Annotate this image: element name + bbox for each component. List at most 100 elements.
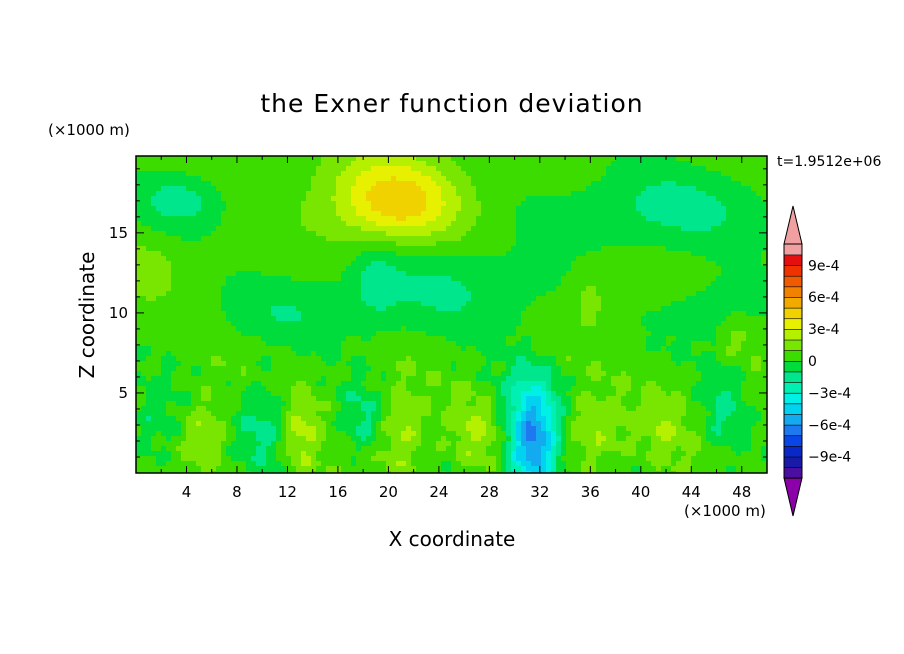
field-cell <box>741 261 747 267</box>
field-cell <box>436 271 442 277</box>
field-cell <box>706 336 712 342</box>
field-cell <box>731 301 737 307</box>
field-cell <box>366 221 372 227</box>
field-cell <box>326 196 332 202</box>
field-cell <box>141 226 147 232</box>
field-cell <box>511 196 517 202</box>
field-cell <box>526 276 532 282</box>
field-cell <box>686 176 692 182</box>
field-cell <box>566 206 572 212</box>
field-cell <box>156 321 162 327</box>
field-cell <box>681 346 687 352</box>
field-cell <box>686 181 692 187</box>
field-cell <box>721 301 727 307</box>
field-cell <box>701 271 707 277</box>
field-cell <box>611 201 617 207</box>
field-cell <box>316 226 322 232</box>
field-cell <box>681 186 687 192</box>
field-cell <box>671 181 677 187</box>
field-cell <box>386 181 392 187</box>
field-cell <box>746 326 752 332</box>
field-cell <box>351 276 357 282</box>
field-cell <box>196 261 202 267</box>
field-cell <box>711 156 717 162</box>
field-cell <box>351 336 357 342</box>
field-cell <box>616 316 622 322</box>
field-cell <box>451 296 457 302</box>
field-cell <box>601 176 607 182</box>
field-cell <box>541 291 547 297</box>
field-cell <box>381 206 387 212</box>
field-cell <box>576 231 582 237</box>
field-cell <box>711 206 717 212</box>
field-cell <box>701 316 707 322</box>
field-cell <box>696 171 702 177</box>
field-cell <box>676 236 682 242</box>
field-cell <box>666 276 672 282</box>
field-cell <box>681 226 687 232</box>
field-cell <box>141 266 147 272</box>
field-cell <box>386 216 392 222</box>
field-cell <box>456 191 462 197</box>
field-cell <box>181 236 187 242</box>
field-cell <box>531 171 537 177</box>
field-cell <box>246 206 252 212</box>
field-cell <box>346 286 352 292</box>
field-cell <box>436 246 442 252</box>
field-cell <box>241 201 247 207</box>
field-cell <box>316 221 322 227</box>
field-cell <box>716 226 722 232</box>
field-cell <box>156 191 162 197</box>
field-cell <box>406 176 412 182</box>
field-cell <box>611 166 617 172</box>
field-cell <box>661 256 667 262</box>
field-cell <box>421 186 427 192</box>
field-cell <box>596 206 602 212</box>
field-cell <box>626 281 632 287</box>
field-cell <box>321 346 327 352</box>
field-cell <box>161 206 167 212</box>
field-cell <box>746 346 752 352</box>
field-cell <box>611 291 617 297</box>
field-cell <box>416 221 422 227</box>
field-cell <box>171 281 177 287</box>
field-cell <box>471 316 477 322</box>
field-cell <box>641 286 647 292</box>
field-cell <box>136 286 142 292</box>
field-cell <box>226 206 232 212</box>
field-cell <box>586 341 592 347</box>
field-cell <box>226 311 232 317</box>
field-cell <box>301 306 307 312</box>
field-cell <box>351 181 357 187</box>
field-cell <box>326 191 332 197</box>
field-cell <box>161 161 167 167</box>
field-cell <box>491 236 497 242</box>
field-cell <box>636 246 642 252</box>
field-cell <box>206 301 212 307</box>
field-cell <box>751 316 757 322</box>
field-cell <box>466 291 472 297</box>
field-cell <box>506 326 512 332</box>
field-cell <box>561 311 567 317</box>
field-cell <box>271 236 277 242</box>
field-cell <box>561 231 567 237</box>
field-cell <box>716 186 722 192</box>
field-cell <box>451 316 457 322</box>
field-cell <box>691 276 697 282</box>
field-cell <box>426 181 432 187</box>
field-cell <box>436 176 442 182</box>
field-cell <box>556 236 562 242</box>
field-cell <box>351 266 357 272</box>
field-cell <box>286 351 292 357</box>
field-cell <box>566 271 572 277</box>
field-cell <box>301 201 307 207</box>
field-cell <box>581 291 587 297</box>
field-cell <box>736 266 742 272</box>
field-cell <box>401 251 407 257</box>
field-cell <box>386 301 392 307</box>
field-cell <box>526 226 532 232</box>
field-cell <box>276 296 282 302</box>
field-cell <box>321 191 327 197</box>
field-cell <box>606 221 612 227</box>
field-cell <box>566 181 572 187</box>
